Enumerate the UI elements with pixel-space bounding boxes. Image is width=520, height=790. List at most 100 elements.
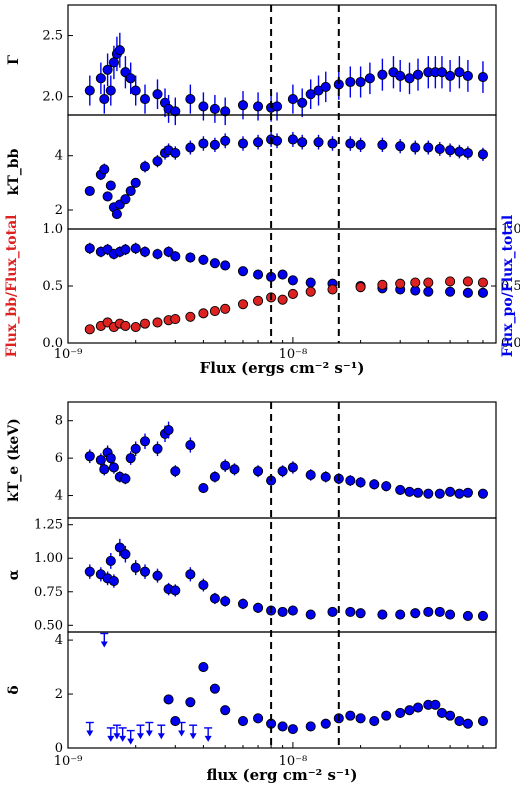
data-point xyxy=(170,314,181,325)
data-point xyxy=(130,562,141,573)
data-point xyxy=(423,142,434,153)
series-blue-0 xyxy=(84,32,489,126)
data-point xyxy=(355,76,366,88)
data-point xyxy=(185,311,196,322)
data-point xyxy=(105,453,116,464)
data-point xyxy=(297,97,308,108)
data-point xyxy=(445,609,456,620)
data-point xyxy=(253,101,264,112)
data-point xyxy=(120,549,131,560)
series-blue-0 xyxy=(84,131,489,220)
y-tick-label: 2 xyxy=(55,203,63,218)
data-point xyxy=(102,191,113,202)
series-blue-1 xyxy=(85,632,213,745)
data-point xyxy=(364,73,375,84)
data-point xyxy=(445,70,456,81)
data-point xyxy=(120,194,131,205)
panel-1-3: 0.0 0.0 0.5 0.5 1.0 1.0 Flux_bb/Flux_total Flux… xyxy=(4,215,520,358)
data-point xyxy=(477,149,489,160)
data-point xyxy=(436,67,447,78)
data-point xyxy=(355,477,366,488)
data-point xyxy=(320,81,331,92)
data-point xyxy=(327,284,338,295)
data-point xyxy=(345,138,356,149)
data-point xyxy=(412,69,424,80)
data-point xyxy=(152,317,163,328)
data-point xyxy=(163,425,174,436)
upper-limit-arrow xyxy=(189,733,197,740)
data-point xyxy=(220,705,231,716)
data-point xyxy=(120,320,131,331)
y-tick-label: 2.5 xyxy=(42,29,63,44)
data-point xyxy=(410,142,421,153)
chart-2: 4 6 8 kT_e (keV) 0.50 0.75 1.00 1.25 α 0 2 4 δ 10⁻⁹ 10… xyxy=(6,401,497,784)
y-tick-label: 2 xyxy=(55,687,63,702)
x-axis-label: Flux (ergs cm⁻² s⁻¹) xyxy=(200,359,365,377)
data-point xyxy=(220,106,231,117)
data-point xyxy=(120,473,131,484)
panel-1-2: 2 4 kT_bb xyxy=(6,114,497,230)
data-point xyxy=(185,252,196,263)
data-point xyxy=(410,277,421,288)
y-tick-label-right: 1.0 xyxy=(501,222,520,237)
data-point xyxy=(198,254,209,265)
data-point xyxy=(253,466,264,477)
data-point xyxy=(287,462,298,473)
data-point xyxy=(102,64,113,75)
data-point xyxy=(297,137,308,148)
data-point xyxy=(454,67,465,78)
data-point xyxy=(434,143,445,154)
data-point xyxy=(355,608,366,619)
data-point xyxy=(99,164,110,175)
data-point xyxy=(381,710,392,721)
data-point xyxy=(139,566,151,577)
y-tick-label: 0.50 xyxy=(34,618,63,633)
data-point xyxy=(477,72,489,83)
data-point xyxy=(477,277,489,288)
data-point xyxy=(185,569,196,580)
data-point xyxy=(105,180,116,191)
data-point xyxy=(369,479,380,490)
y-tick-label: 4 xyxy=(55,149,63,164)
data-point xyxy=(170,147,181,159)
data-point xyxy=(84,566,95,577)
panel-1-1: 2.0 2.5 Γ xyxy=(6,4,497,126)
data-point xyxy=(198,483,209,494)
data-point xyxy=(477,715,489,727)
upper-limit-arrow xyxy=(113,733,121,740)
data-point xyxy=(369,715,380,727)
data-point xyxy=(287,134,298,145)
data-point xyxy=(185,94,196,105)
data-point xyxy=(355,139,366,150)
data-point xyxy=(209,683,220,694)
data-point xyxy=(152,156,163,167)
data-point xyxy=(287,288,298,300)
data-point xyxy=(209,258,220,269)
data-point xyxy=(462,70,473,81)
data-point xyxy=(99,464,110,475)
data-point xyxy=(345,475,356,486)
data-point xyxy=(84,185,95,197)
y-axis-label-right: Flux_po/Flux_total xyxy=(500,215,516,357)
data-point xyxy=(95,454,106,466)
data-point xyxy=(125,73,136,84)
x-tick-label: 10⁻⁹ xyxy=(54,754,83,769)
data-point xyxy=(253,713,264,724)
data-point xyxy=(209,471,220,482)
upper-limit-arrow xyxy=(178,730,186,737)
data-point xyxy=(395,707,406,718)
data-point xyxy=(209,139,220,150)
data-point xyxy=(139,318,151,329)
data-point xyxy=(220,260,231,271)
data-point xyxy=(185,439,196,451)
data-point xyxy=(229,464,240,475)
x-tick-label: 10⁻⁹ xyxy=(54,347,83,362)
upper-limit-arrow xyxy=(157,733,165,740)
data-point xyxy=(271,135,283,146)
data-point xyxy=(320,471,331,482)
data-point xyxy=(237,266,249,277)
data-point xyxy=(152,89,163,100)
data-point xyxy=(253,269,264,280)
upper-limit-arrow xyxy=(119,735,127,742)
series-Flux_po/Flux_total-0 xyxy=(84,242,489,298)
